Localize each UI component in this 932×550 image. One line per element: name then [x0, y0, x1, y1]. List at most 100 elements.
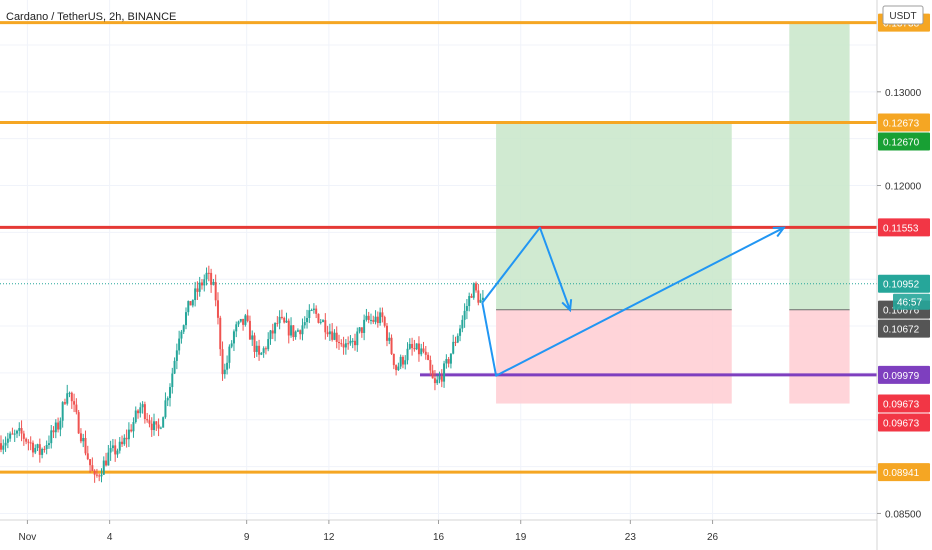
countdown-label: 46:57 — [897, 298, 922, 309]
candle-body — [54, 422, 57, 433]
candle-body — [287, 320, 290, 336]
candle-body — [27, 441, 30, 443]
candle-body — [271, 330, 274, 334]
long-position-2-stop-zone — [789, 309, 850, 404]
candle-body — [477, 290, 480, 303]
price-tag — [878, 463, 930, 482]
candle-body — [264, 348, 267, 350]
candle-body — [376, 316, 379, 324]
candle-body — [338, 341, 341, 344]
candle-body — [349, 340, 352, 344]
candle-body — [31, 442, 34, 453]
candle-body — [221, 349, 224, 375]
candle-body — [134, 410, 137, 423]
candle-body — [374, 316, 377, 322]
candle-body — [216, 300, 219, 318]
position-zones — [496, 22, 850, 404]
candle-body — [367, 315, 370, 320]
arrow-down-to-entry[interactable] — [481, 226, 571, 311]
candle-body — [50, 430, 53, 444]
candle-body — [433, 378, 436, 384]
candle-body — [312, 308, 315, 311]
price-tag — [878, 394, 930, 413]
chart-title: Cardano / TetherUS, 2h, BINANCE — [6, 11, 176, 23]
candle-body — [363, 319, 366, 333]
arrow-long-path-head — [772, 226, 786, 238]
candle-body — [347, 343, 350, 345]
candle-body — [61, 402, 64, 421]
candle-body — [175, 350, 178, 361]
candle-body — [93, 470, 96, 475]
candle-body — [290, 325, 293, 336]
candle-body — [369, 319, 372, 321]
candle-body — [445, 359, 448, 364]
candle-body — [299, 330, 302, 335]
candle-body — [335, 332, 338, 342]
candle-body — [191, 300, 194, 306]
candle-body — [308, 310, 311, 318]
price-axis[interactable]: 0.08500 0.12000 0.13000 — [877, 88, 922, 521]
candle-body — [102, 460, 105, 475]
candle-body — [47, 443, 50, 446]
candle-body — [105, 460, 108, 466]
time-tick-label: 4 — [107, 532, 113, 543]
candle-body — [189, 301, 192, 306]
candle-body — [262, 348, 265, 353]
candle-body — [171, 373, 174, 388]
candle-body — [95, 474, 98, 476]
candle-body — [383, 317, 386, 326]
currency-button[interactable] — [882, 5, 924, 25]
candle-body — [137, 410, 140, 414]
time-tick-label: 12 — [323, 532, 335, 543]
candle-body — [310, 310, 313, 312]
candle-body — [182, 325, 185, 332]
candle-body — [109, 448, 112, 453]
time-tick-label: 26 — [707, 532, 719, 543]
candle-body — [68, 392, 71, 394]
long-position-1-stop-zone — [496, 309, 732, 404]
candle-body — [353, 340, 356, 346]
candle-body — [385, 325, 388, 341]
candle-body — [15, 430, 18, 434]
candle-body — [203, 279, 206, 286]
candle-body — [358, 327, 361, 332]
price-tag-label: 0.09673 — [883, 419, 920, 430]
price-tick-label: 0.12000 — [885, 182, 922, 193]
candle-body — [150, 423, 153, 431]
price-tag-label: 0.10952 — [883, 280, 920, 291]
candle-body — [75, 404, 78, 413]
candle-body — [38, 444, 41, 455]
candle-body — [356, 331, 359, 346]
candle-body — [408, 343, 411, 349]
candle-body — [230, 343, 233, 347]
price-tag-label: 0.10676 — [883, 306, 920, 317]
candle-body — [344, 343, 347, 348]
candle-body — [328, 331, 331, 335]
candle-body — [255, 345, 258, 352]
price-tag-label: 0.11553 — [883, 223, 919, 234]
candle-body — [118, 441, 121, 451]
candle-body — [438, 376, 441, 380]
price-tag — [878, 274, 930, 293]
candle-body — [127, 429, 130, 440]
candle-body — [123, 437, 126, 445]
candle-body — [22, 433, 25, 439]
candle-body — [36, 444, 39, 448]
candle-body — [178, 338, 181, 351]
candle-body — [111, 445, 114, 449]
candles — [0, 265, 484, 483]
arrow-long-path[interactable] — [481, 226, 785, 377]
candle-body — [153, 421, 156, 431]
candle-body — [422, 348, 425, 352]
candle-body — [59, 420, 62, 430]
candle-body — [0, 443, 2, 450]
time-axis[interactable]: Nov 4 9 12 16 19 23 26 — [19, 520, 719, 543]
candle-body — [420, 348, 423, 355]
candle-body — [258, 345, 261, 355]
candle-body — [70, 392, 73, 402]
candle-body — [253, 335, 256, 352]
candle-body — [294, 331, 297, 338]
candle-body — [452, 341, 455, 354]
candle-body — [379, 312, 382, 324]
